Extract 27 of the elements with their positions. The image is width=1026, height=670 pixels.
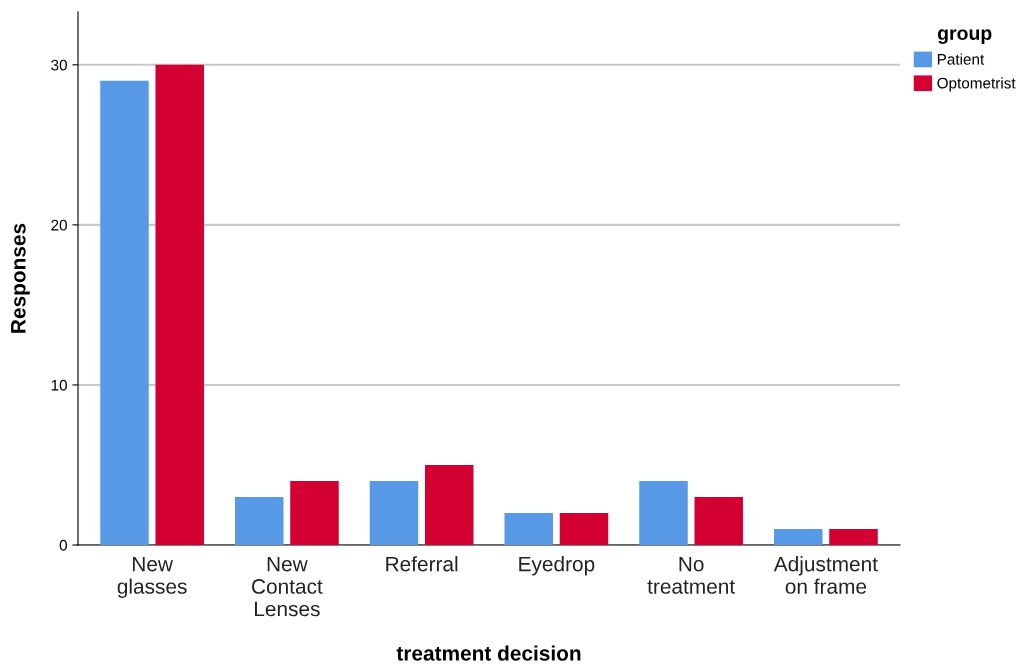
bar bbox=[559, 512, 609, 545]
y-tick-label: 10 bbox=[51, 379, 67, 391]
x-tick-label: Eyedrop bbox=[519, 556, 595, 576]
legend-label: Patient bbox=[937, 53, 985, 65]
x-tick-label: Referral bbox=[386, 556, 458, 572]
x-axis-title: treatment decision bbox=[396, 645, 581, 661]
x-tick-label: New glasses bbox=[117, 556, 187, 598]
x-tick-label: Adjustment on frame bbox=[773, 556, 878, 594]
legend-title: group bbox=[937, 29, 992, 44]
y-tick-label: 30 bbox=[51, 59, 67, 71]
bar bbox=[369, 480, 419, 545]
legend-label: Optometrist bbox=[937, 77, 1016, 92]
y-tick-label: 0 bbox=[59, 539, 67, 551]
bar bbox=[424, 464, 474, 545]
bar bbox=[639, 480, 688, 545]
bar bbox=[694, 496, 744, 545]
bar bbox=[290, 480, 339, 545]
bar bbox=[504, 512, 554, 545]
x-tick-label: No treatment bbox=[647, 556, 735, 594]
bar bbox=[829, 528, 878, 545]
bar bbox=[155, 64, 204, 545]
bar bbox=[100, 80, 149, 545]
bar bbox=[774, 528, 823, 545]
y-axis-title: Responses bbox=[11, 223, 30, 333]
bar bbox=[234, 496, 284, 545]
x-tick-label: New Contact Lenses bbox=[252, 556, 323, 617]
y-tick-label: 20 bbox=[51, 219, 67, 231]
